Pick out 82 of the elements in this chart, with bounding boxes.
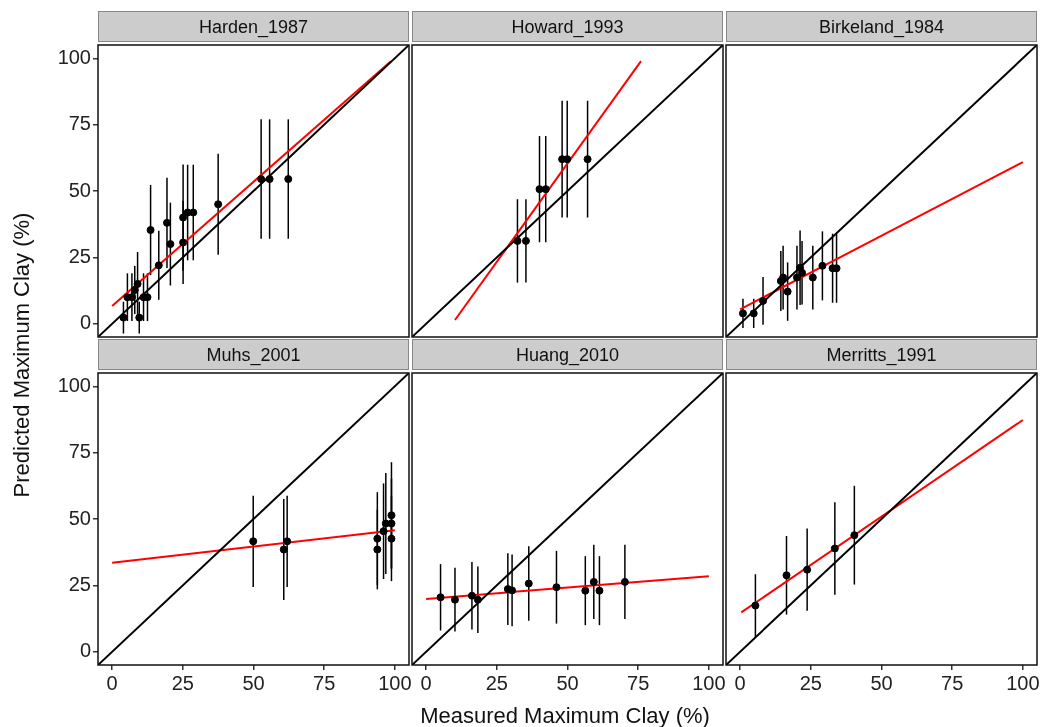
point xyxy=(279,545,288,554)
point xyxy=(154,261,163,270)
x-tick-label: 0 xyxy=(420,671,432,694)
x-tick-label: 100 xyxy=(378,671,412,694)
y-tick-label: 25 xyxy=(68,572,91,595)
x-tick-label: 0 xyxy=(106,671,118,694)
point xyxy=(792,273,801,282)
point xyxy=(189,208,198,217)
point xyxy=(379,527,388,536)
y-tick-label: 75 xyxy=(68,440,91,463)
x-tick-label: 100 xyxy=(1006,671,1040,694)
chart-title: Birkeland_1984 xyxy=(726,11,1037,42)
x-tick-label: 25 xyxy=(485,671,508,694)
y-tick-label: 100 xyxy=(57,45,91,68)
point xyxy=(373,545,382,554)
point xyxy=(751,601,760,610)
point xyxy=(133,279,142,288)
point xyxy=(179,213,188,222)
x-tick-label: 50 xyxy=(556,671,579,694)
point xyxy=(818,261,827,270)
point xyxy=(450,595,459,604)
point xyxy=(387,534,396,543)
point xyxy=(179,238,188,247)
point xyxy=(759,296,768,305)
x-tick-label: 0 xyxy=(734,671,746,694)
point xyxy=(620,577,629,586)
point xyxy=(283,537,292,546)
point xyxy=(214,200,223,209)
x-tick-label: 25 xyxy=(171,671,194,694)
point xyxy=(738,309,747,318)
chart-title: Huang_2010 xyxy=(412,339,723,370)
point xyxy=(524,579,533,588)
point xyxy=(783,287,792,296)
point xyxy=(467,591,476,600)
point xyxy=(798,268,807,277)
point xyxy=(779,273,788,282)
x-tick-label: 75 xyxy=(627,671,650,694)
point xyxy=(119,313,128,322)
point xyxy=(782,571,791,580)
point xyxy=(436,593,445,602)
point xyxy=(803,565,812,574)
y-tick-label: 50 xyxy=(68,178,91,201)
y-axis-title: Predicted Maximum Clay (%) xyxy=(9,211,34,500)
x-tick-label: 100 xyxy=(692,671,726,694)
point xyxy=(552,583,561,592)
point xyxy=(508,586,517,595)
y-tick-label: 25 xyxy=(68,244,91,267)
point xyxy=(808,273,817,282)
x-tick-label: 25 xyxy=(799,671,822,694)
x-tick-label: 50 xyxy=(242,671,265,694)
y-tick-label: 75 xyxy=(68,112,91,135)
point xyxy=(284,175,293,184)
point xyxy=(749,309,758,318)
x-tick-label: 75 xyxy=(941,671,964,694)
point xyxy=(130,286,139,295)
point xyxy=(162,218,171,227)
chart-title: Howard_1993 xyxy=(412,11,723,42)
x-axis-title: Measured Maximum Clay (%) xyxy=(419,703,711,727)
point xyxy=(146,226,155,235)
point xyxy=(135,313,144,322)
chart-title: Muhs_2001 xyxy=(98,339,409,370)
point xyxy=(166,240,175,249)
chart-title: Harden_1987 xyxy=(98,11,409,42)
point xyxy=(373,534,382,543)
y-tick-label: 0 xyxy=(79,639,91,662)
point xyxy=(257,175,266,184)
point xyxy=(387,519,396,528)
point xyxy=(249,537,258,546)
y-tick-label: 100 xyxy=(57,373,91,396)
x-tick-label: 75 xyxy=(313,671,336,694)
chart-title: Merritts_1991 xyxy=(726,339,1037,370)
x-tick-label: 50 xyxy=(870,671,893,694)
point xyxy=(595,586,604,595)
point xyxy=(830,544,839,553)
y-tick-label: 0 xyxy=(79,311,91,334)
point xyxy=(473,595,482,604)
point xyxy=(581,586,590,595)
point xyxy=(265,175,274,184)
point xyxy=(589,577,598,586)
point xyxy=(387,511,396,520)
point xyxy=(850,531,859,540)
y-tick-label: 50 xyxy=(68,506,91,529)
